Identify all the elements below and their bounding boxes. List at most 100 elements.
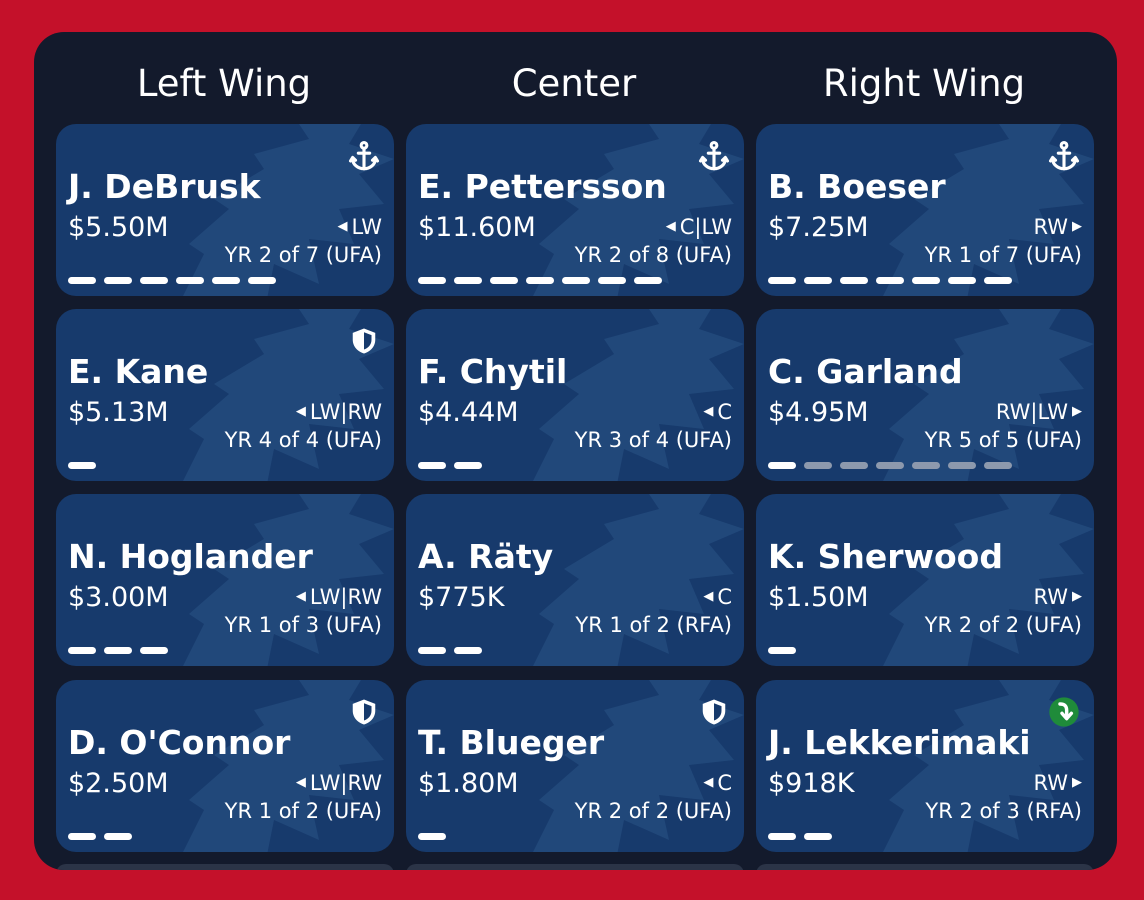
contract-year-bar (526, 277, 554, 284)
contract-year-bar (176, 277, 204, 284)
player-salary: $1.80M (418, 768, 519, 799)
contract-year-bar (948, 277, 976, 284)
team-logo-watermark (883, 494, 1094, 666)
player-salary: $3.00M (68, 582, 169, 613)
player-position: RW|LW ▶ (996, 399, 1082, 425)
player-card[interactable]: K. Sherwood $1.50M RW ▶ YR 2 of 2 (UFA) (756, 494, 1094, 666)
contract-year-bar (248, 277, 276, 284)
contract-year-bar (418, 277, 446, 284)
contract-years-bars (68, 277, 276, 284)
position-label: RW (1033, 215, 1068, 239)
contract-status: YR 2 of 7 (UFA) (224, 243, 382, 267)
contract-year-bar (140, 277, 168, 284)
contract-status: YR 2 of 2 (UFA) (574, 799, 732, 823)
contract-year-bar (418, 833, 446, 840)
player-name: J. Lekkerimaki (768, 723, 1031, 762)
contract-years-bars (418, 462, 482, 469)
contract-year-bar (948, 462, 976, 469)
contract-year-bar (912, 462, 940, 469)
player-card[interactable]: N. Hoglander $3.00M ◀ LW|RW YR 1 of 3 (UFA) (56, 494, 394, 666)
contract-year-bar (490, 277, 518, 284)
player-card[interactable]: T. Blueger $1.80M ◀ C YR 2 of 2 (UFA) (406, 680, 744, 852)
player-card[interactable]: J. Lekkerimaki $918K RW ▶ YR 2 of 3 (RFA) (756, 680, 1094, 852)
player-salary: $775K (418, 582, 505, 613)
arrow-left-icon: ◀ (703, 589, 714, 604)
position-label: LW (351, 215, 382, 239)
player-name: K. Sherwood (768, 537, 1003, 576)
player-position: ◀ LW|RW (296, 399, 382, 425)
player-card[interactable]: E. Pettersson $11.60M ◀ C|LW YR 2 of 8 (UFA) (406, 124, 744, 296)
position-label: LW|RW (309, 585, 382, 609)
player-card[interactable]: A. Räty $775K ◀ C YR 1 of 2 (RFA) (406, 494, 744, 666)
contract-year-bar (68, 647, 96, 654)
shield-icon (346, 323, 382, 359)
contract-status: YR 2 of 2 (UFA) (924, 613, 1082, 637)
anchor-icon (1046, 138, 1082, 174)
contract-year-bar (598, 277, 626, 284)
contract-year-bar (454, 277, 482, 284)
contract-years-bars (768, 462, 1012, 469)
contract-years-bars (768, 277, 1012, 284)
contract-years-bars (418, 277, 662, 284)
contract-year-bar (768, 462, 796, 469)
anchor-icon (696, 138, 732, 174)
player-position: ◀ C|LW (666, 214, 732, 240)
player-name: T. Blueger (418, 723, 605, 762)
contract-year-bar (104, 647, 132, 654)
contract-status: YR 2 of 8 (UFA) (574, 243, 732, 267)
arrow-left-icon: ◀ (295, 404, 306, 419)
contract-year-bar (912, 277, 940, 284)
contract-year-bar (454, 462, 482, 469)
team-logo-watermark (883, 309, 1094, 481)
contract-years-bars (768, 647, 796, 654)
shield-icon (696, 694, 732, 730)
player-card[interactable]: D. O'Connor $2.50M ◀ LW|RW YR 1 of 2 (UFA) (56, 680, 394, 852)
player-name: E. Pettersson (418, 167, 667, 206)
contract-year-bar (840, 462, 868, 469)
player-card[interactable]: E. Kane $5.13M ◀ LW|RW YR 4 of 4 (UFA) (56, 309, 394, 481)
position-label: LW|RW (309, 400, 382, 424)
column-header-center: Center (511, 62, 637, 105)
contract-year-bar (984, 277, 1012, 284)
contract-year-bar (454, 647, 482, 654)
player-name: B. Boeser (768, 167, 946, 206)
player-name: N. Hoglander (68, 537, 313, 576)
partial-card-center (406, 864, 744, 870)
player-name: E. Kane (68, 352, 209, 391)
contract-status: YR 1 of 2 (RFA) (575, 613, 732, 637)
contract-year-bar (212, 277, 240, 284)
contract-year-bar (140, 647, 168, 654)
player-card[interactable]: B. Boeser $7.25M RW ▶ YR 1 of 7 (UFA) (756, 124, 1094, 296)
arrow-left-icon: ◀ (295, 775, 306, 790)
contract-years-bars (418, 647, 482, 654)
player-position: ◀ LW (337, 214, 382, 240)
player-card[interactable]: F. Chytil $4.44M ◀ C YR 3 of 4 (UFA) (406, 309, 744, 481)
column-header-right-wing: Right Wing (822, 62, 1026, 105)
contract-year-bar (634, 277, 662, 284)
player-salary: $7.25M (768, 212, 869, 243)
player-salary: $5.50M (68, 212, 169, 243)
arrow-left-icon: ◀ (665, 219, 676, 234)
player-card[interactable]: J. DeBrusk $5.50M ◀ LW YR 2 of 7 (UFA) (56, 124, 394, 296)
player-position: ◀ C (703, 770, 732, 796)
lineup-panel: Left Wing Center Right Wing J. DeBrusk $5… (34, 32, 1117, 870)
player-salary: $4.44M (418, 397, 519, 428)
player-position: RW ▶ (1033, 584, 1082, 610)
contract-status: YR 4 of 4 (UFA) (224, 428, 382, 452)
contract-year-bar (840, 277, 868, 284)
contract-year-bar (768, 647, 796, 654)
player-position: ◀ C (703, 399, 732, 425)
player-position: ◀ C (703, 584, 732, 610)
position-label: LW|RW (309, 771, 382, 795)
arrow-left-icon: ◀ (295, 589, 306, 604)
contract-status: YR 5 of 5 (UFA) (924, 428, 1082, 452)
contract-year-bar (804, 833, 832, 840)
player-position: RW ▶ (1033, 770, 1082, 796)
player-card[interactable]: C. Garland $4.95M RW|LW ▶ YR 5 of 5 (UFA) (756, 309, 1094, 481)
contract-year-bar (104, 833, 132, 840)
partial-card-left (56, 864, 394, 870)
contract-status: YR 1 of 3 (UFA) (224, 613, 382, 637)
contract-status: YR 1 of 2 (UFA) (224, 799, 382, 823)
arrow-left-icon: ◀ (337, 219, 348, 234)
player-salary: $5.13M (68, 397, 169, 428)
